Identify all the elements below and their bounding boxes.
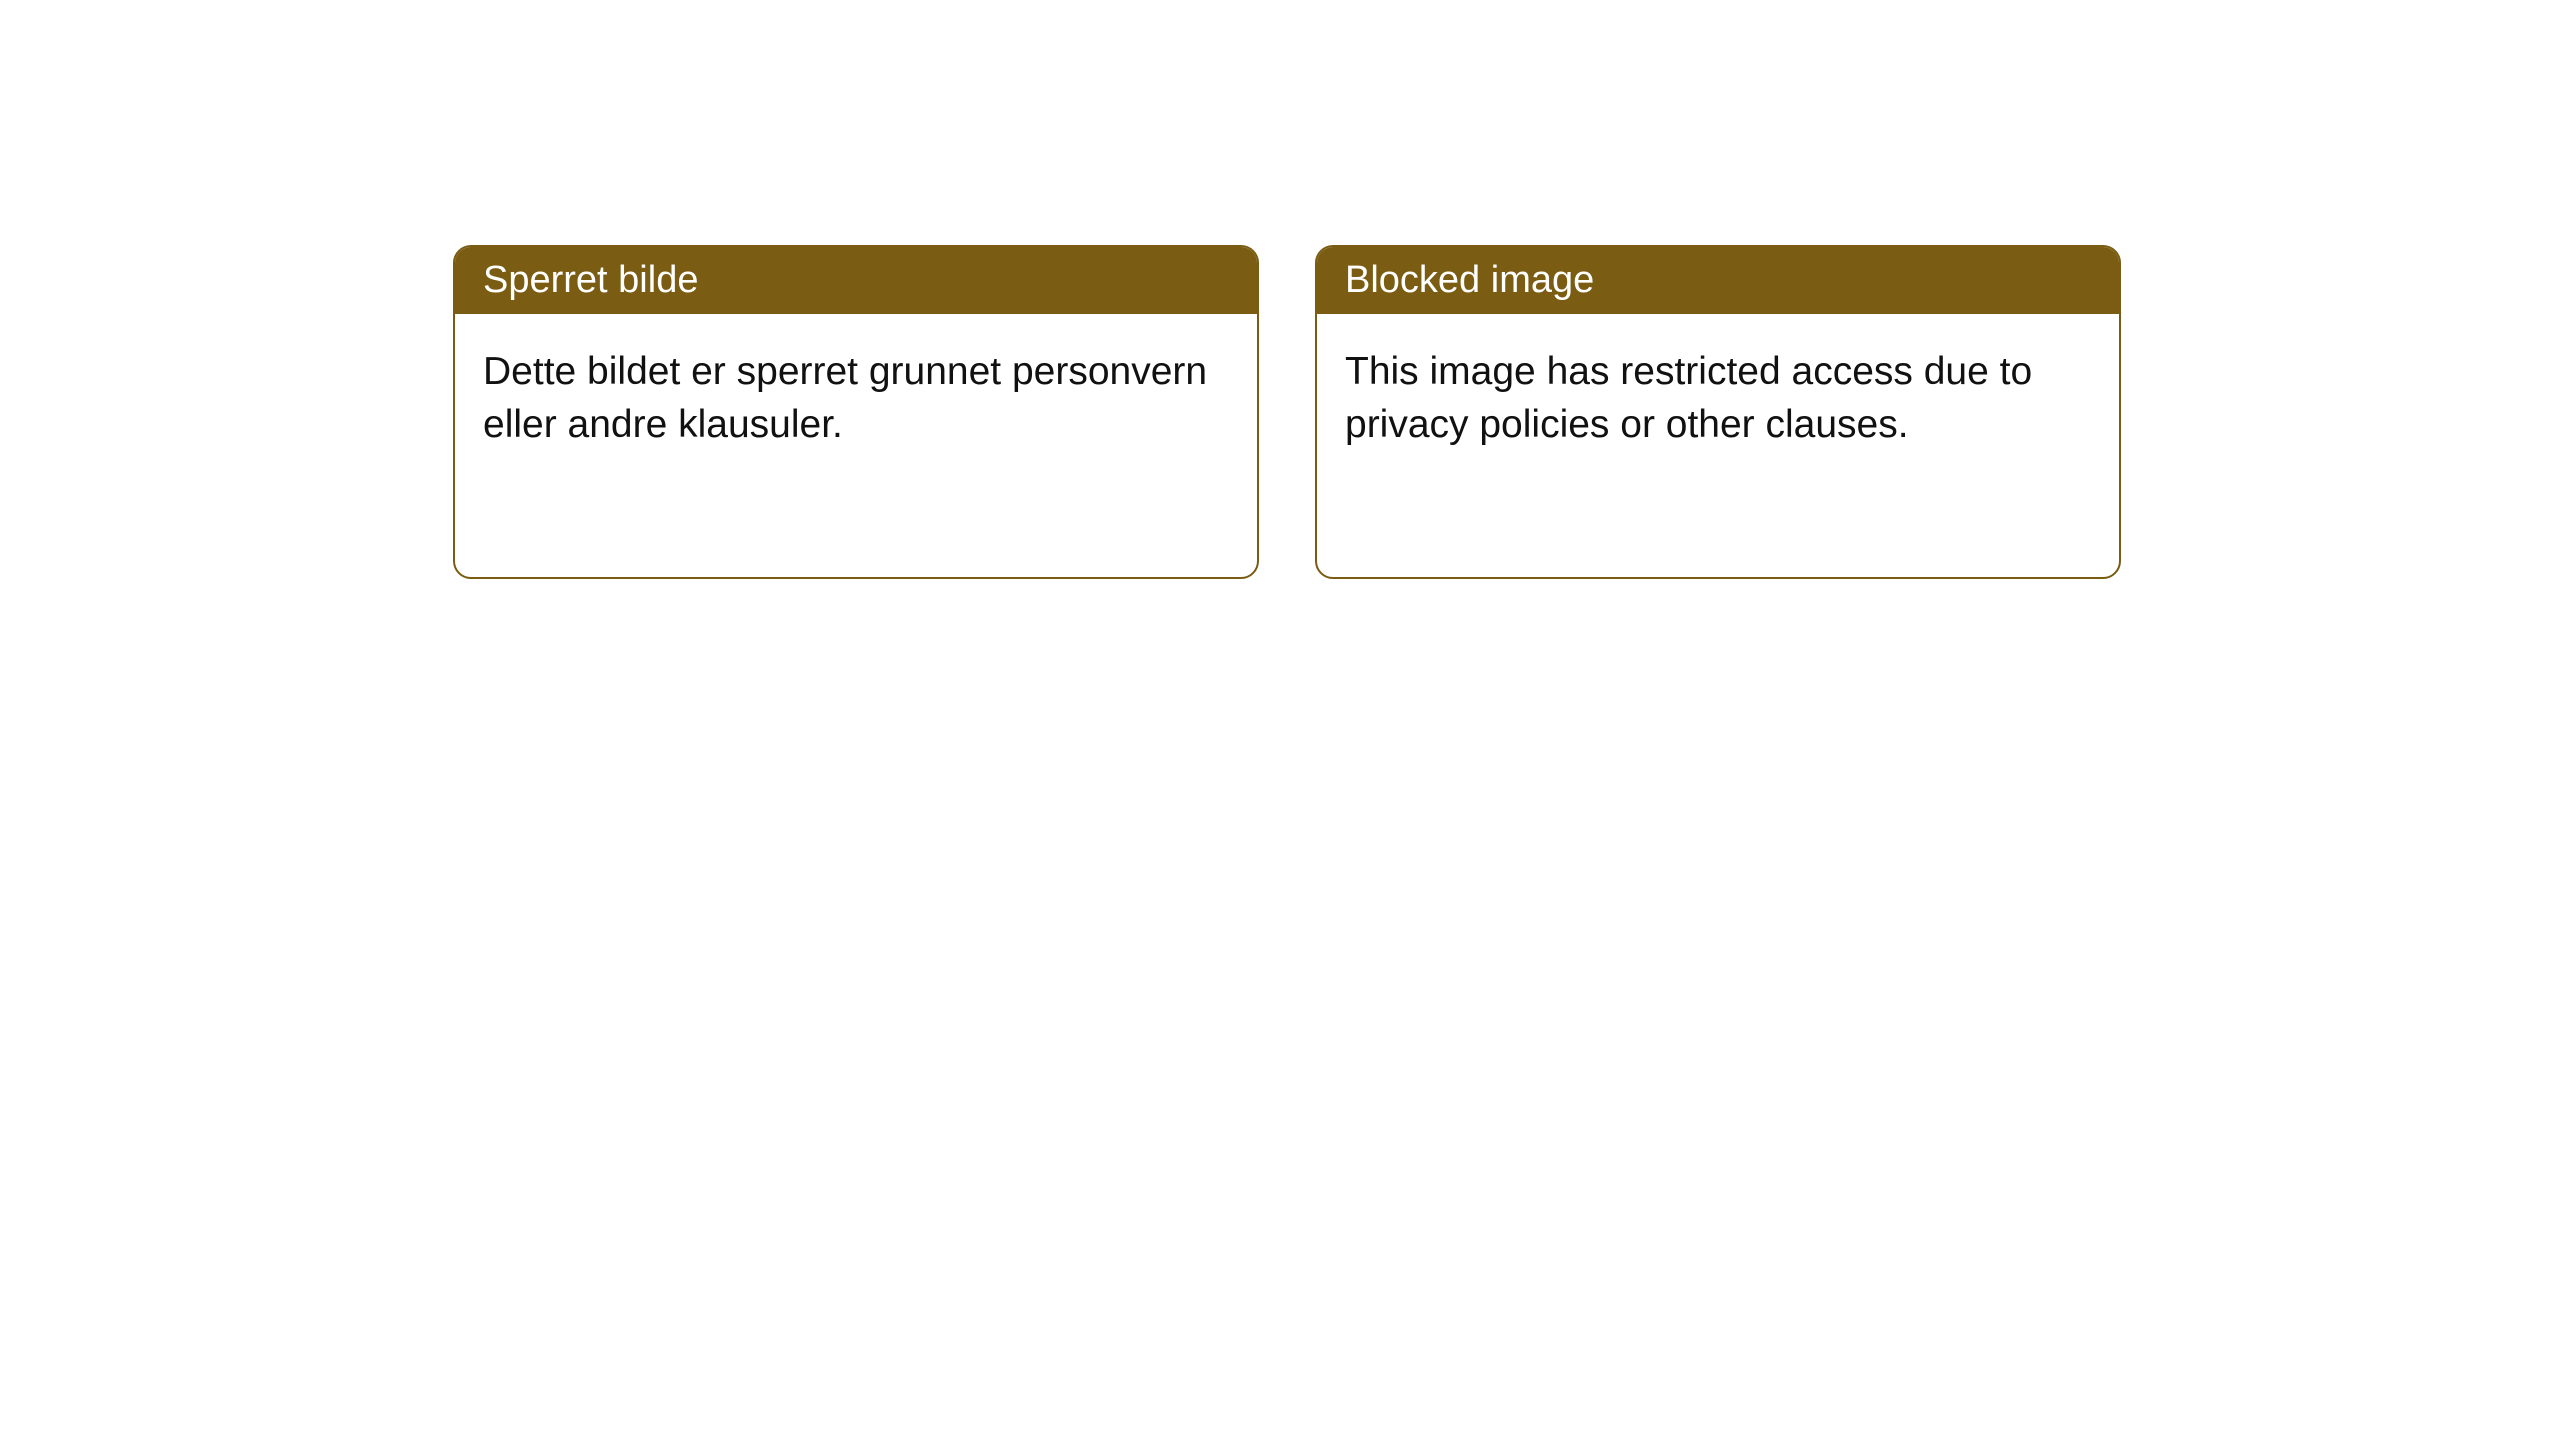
card-body: Dette bildet er sperret grunnet personve… bbox=[455, 314, 1257, 483]
card-header: Blocked image bbox=[1317, 247, 2119, 314]
notice-container: Sperret bilde Dette bildet er sperret gr… bbox=[0, 0, 2560, 579]
notice-card-norwegian: Sperret bilde Dette bildet er sperret gr… bbox=[453, 245, 1259, 579]
card-body: This image has restricted access due to … bbox=[1317, 314, 2119, 483]
notice-card-english: Blocked image This image has restricted … bbox=[1315, 245, 2121, 579]
card-header: Sperret bilde bbox=[455, 247, 1257, 314]
